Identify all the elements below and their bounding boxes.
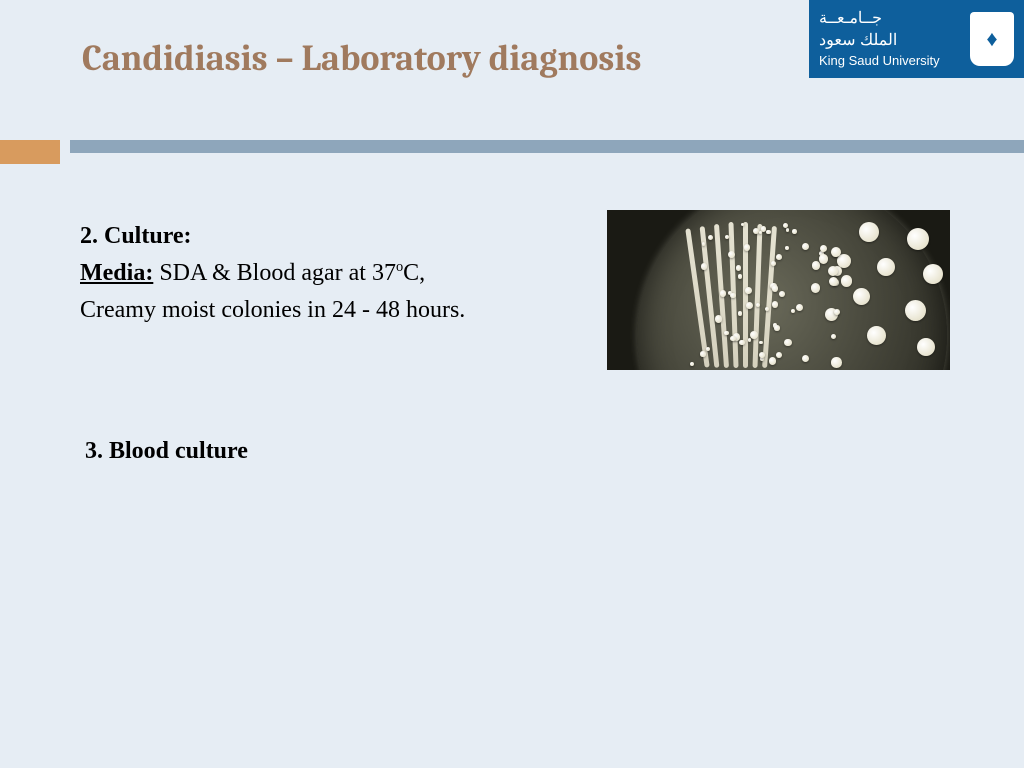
- university-logo: جــامـعــة الملك سعود King Saud Universi…: [809, 0, 1024, 78]
- media-suffix: C,: [403, 260, 425, 286]
- petri-dish-image: [607, 210, 950, 370]
- section-3-heading: 3. Blood culture: [85, 438, 248, 465]
- colonies-line: Creamy moist colonies in 24 - 48 hours.: [80, 292, 465, 329]
- petri-dish-circle: [637, 210, 947, 370]
- accent-bar-blue: [70, 140, 1024, 153]
- logo-arabic-top: جــامـعــة: [819, 8, 960, 30]
- media-line: Media: SDA & Blood agar at 37oC,: [80, 255, 465, 292]
- logo-arabic-bottom: الملك سعود: [819, 30, 960, 52]
- accent-bar-orange: [0, 140, 60, 164]
- accent-bar-gap: [60, 140, 70, 164]
- body-content: 2. Culture: Media: SDA & Blood agar at 3…: [80, 218, 465, 330]
- slide-title: Candidiasis – Laboratory diagnosis: [82, 38, 641, 79]
- logo-text-block: جــامـعــة الملك سعود King Saud Universi…: [819, 8, 960, 71]
- media-text: SDA & Blood agar at 37: [153, 260, 396, 286]
- media-label: Media:: [80, 260, 153, 286]
- section-2-heading: 2. Culture:: [80, 218, 465, 255]
- logo-shield-icon: ♦: [970, 12, 1014, 66]
- accent-bar: [0, 140, 1024, 164]
- logo-english: King Saud University: [819, 52, 960, 70]
